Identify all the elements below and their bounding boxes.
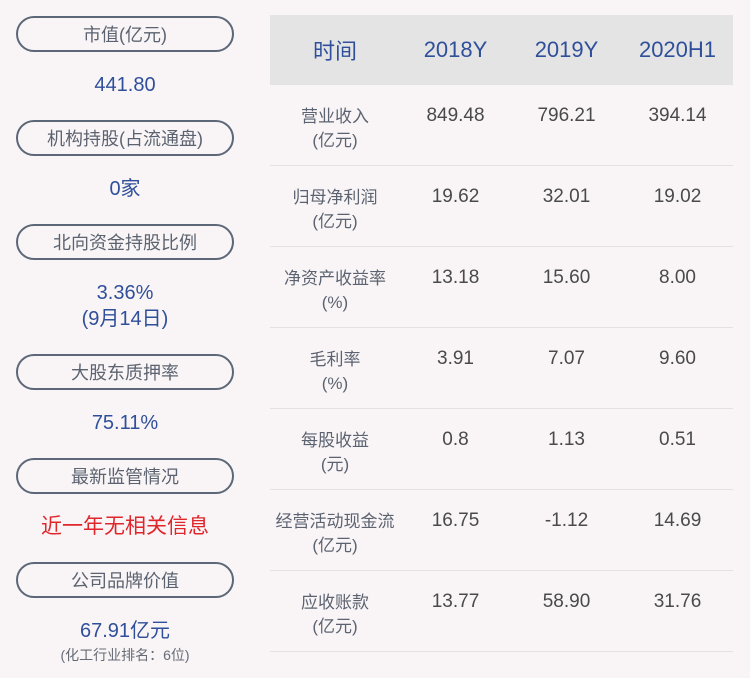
row-label: 归母净利润 (亿元) [292, 188, 378, 231]
regulatory-status-value: 近一年无相关信息 [41, 515, 209, 538]
cell-value: 14.69 [653, 510, 702, 531]
cell-value: 0.51 [659, 429, 696, 450]
cell-value: -1.12 [544, 510, 589, 531]
institutional-holding-value: 0家 [109, 178, 141, 200]
cell-value: 13.77 [431, 591, 480, 612]
cell-value: 0.8 [442, 429, 469, 450]
northbound-holding-value: 3.36% [96, 282, 154, 304]
cell-value: 9.60 [659, 348, 696, 369]
row-label: 净资产收益率 (%) [284, 269, 386, 312]
northbound-holding-date: (9月14日) [81, 308, 169, 330]
cell-value: 31.76 [653, 591, 702, 612]
cell-value: 8.00 [659, 267, 696, 288]
table-row: 归母净利润 (亿元) 19.62 32.01 19.02 [270, 166, 733, 247]
cell-value: 19.62 [431, 186, 480, 207]
header-2018y: 2018Y [423, 37, 488, 62]
row-label: 毛利率 (%) [309, 350, 361, 393]
brand-value-label: 公司品牌价值 [16, 562, 234, 598]
brand-value-value: 67.91亿元 [79, 620, 171, 642]
row-label: 营业收入 (亿元) [301, 107, 369, 150]
cell-value: 16.75 [431, 510, 480, 531]
cell-value: 19.02 [653, 186, 702, 207]
table-header: 时间 2018Y 2019Y 2020H1 [270, 15, 733, 85]
market-cap-label: 市值(亿元) [16, 16, 234, 52]
row-label: 经营活动现金流 (亿元) [275, 512, 395, 555]
table-row: 营业收入 (亿元) 849.48 796.21 394.14 [270, 85, 733, 166]
table-row: 每股收益 (元) 0.8 1.13 0.51 [270, 409, 733, 490]
row-label: 每股收益 (元) [301, 431, 369, 474]
table-row: 净资产收益率 (%) 13.18 15.60 8.00 [270, 247, 733, 328]
cell-value: 7.07 [548, 348, 585, 369]
cell-value: 3.91 [437, 348, 474, 369]
pledge-ratio-value: 75.11% [91, 412, 159, 434]
row-label: 应收账款 (亿元) [301, 593, 369, 636]
table-row: 经营活动现金流 (亿元) 16.75 -1.12 14.69 [270, 490, 733, 571]
cell-value: 15.60 [542, 267, 591, 288]
regulatory-status-label: 最新监管情况 [16, 458, 234, 494]
brand-value-rank-note: (化工行业排名：6位) [60, 647, 190, 663]
header-period: 时间 [312, 39, 357, 64]
header-2019y: 2019Y [534, 37, 599, 62]
financial-table: 时间 2018Y 2019Y 2020H1 营业收入 (亿元) 849.48 79… [270, 15, 733, 652]
cell-value: 849.48 [426, 105, 485, 126]
table-row: 毛利率 (%) 3.91 7.07 9.60 [270, 328, 733, 409]
market-cap-value: 441.80 [94, 74, 156, 96]
pledge-ratio-label: 大股东质押率 [16, 354, 234, 390]
cell-value: 1.13 [548, 429, 585, 450]
cell-value: 394.14 [648, 105, 707, 126]
cell-value: 13.18 [431, 267, 480, 288]
cell-value: 796.21 [537, 105, 596, 126]
header-2020h1: 2020H1 [638, 37, 717, 62]
cell-value: 58.90 [542, 591, 591, 612]
cell-value: 32.01 [542, 186, 591, 207]
table-row: 应收账款 (亿元) 13.77 58.90 31.76 [270, 571, 733, 652]
northbound-holding-label: 北向资金持股比例 [16, 224, 234, 260]
institutional-holding-label: 机构持股(占流通盘) [16, 120, 234, 156]
